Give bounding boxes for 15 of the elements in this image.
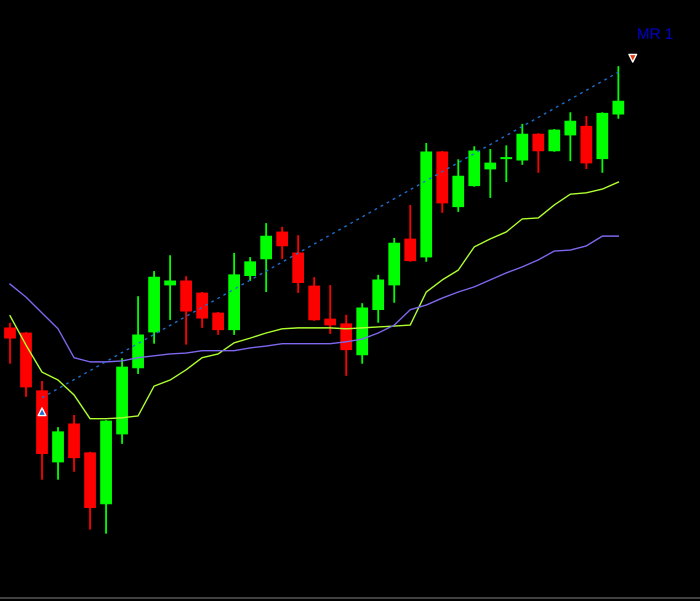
candlestick (324, 285, 336, 334)
candlestick (276, 226, 288, 259)
candlestick (212, 312, 224, 335)
candlestick (532, 133, 544, 173)
candlestick (164, 255, 176, 320)
candlestick (484, 149, 496, 198)
candlestick (612, 66, 624, 119)
candlestick (564, 112, 576, 162)
candlestick (260, 223, 272, 292)
candlestick (404, 204, 416, 262)
candlestick (500, 145, 512, 182)
candlestick (548, 129, 560, 152)
candlestick (4, 322, 16, 364)
candlestick (244, 257, 256, 281)
text: MR 1 (638, 28, 673, 39)
